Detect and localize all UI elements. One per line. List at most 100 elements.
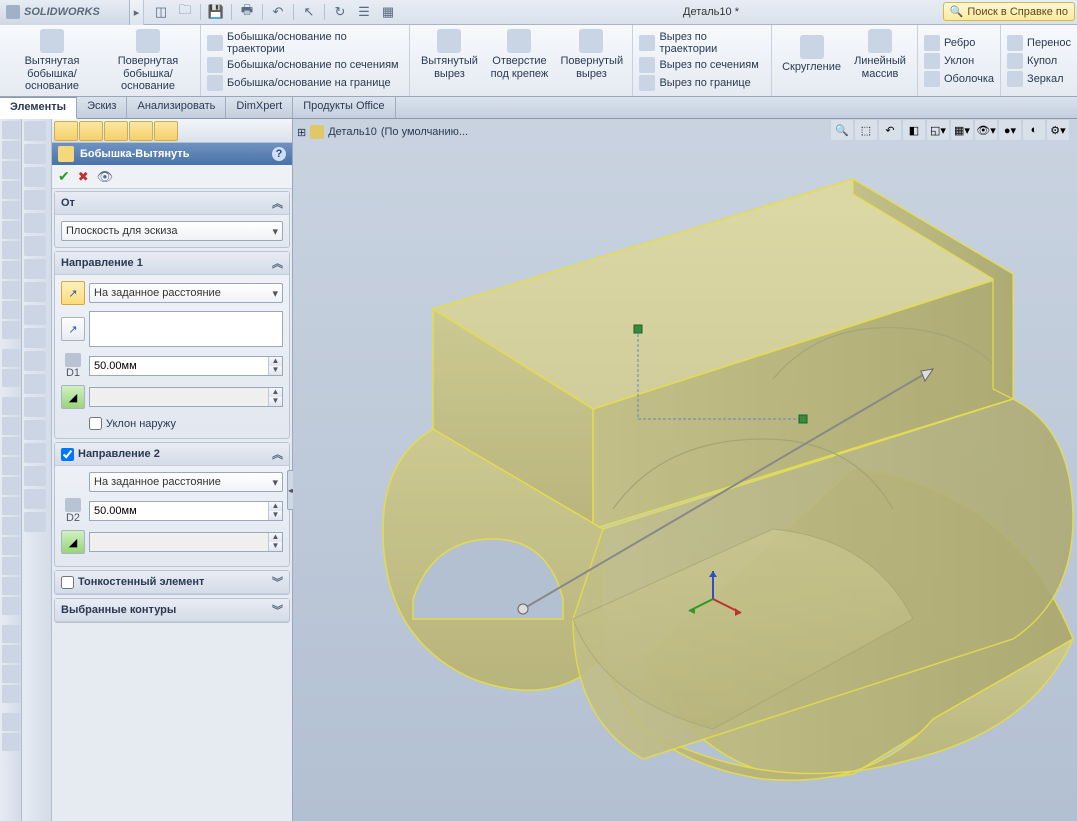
zoom-fit-icon[interactable]: 🔍 (831, 120, 853, 140)
section-dir2-header[interactable]: Направление 2 ︽ (55, 443, 289, 466)
draft-outward-checkbox[interactable]: Уклон наружу (89, 415, 283, 432)
lt2-btn[interactable] (24, 397, 46, 417)
zoom-area-icon[interactable]: ⬚ (855, 120, 877, 140)
boundary-cut-button[interactable]: Вырез по границе (637, 74, 767, 92)
shell-button[interactable]: Оболочка (922, 70, 996, 88)
lt1-btn[interactable] (2, 181, 20, 199)
fillet-button[interactable]: Скругление (776, 27, 847, 82)
lt1-btn[interactable] (2, 437, 20, 455)
panel-tab-feature-icon[interactable] (54, 121, 78, 141)
section-view-icon[interactable]: ◧ (903, 120, 925, 140)
app-menu-dropdown[interactable]: ▸ (130, 0, 144, 25)
lt1-btn[interactable] (2, 161, 20, 179)
dir2-distance-value[interactable] (90, 505, 268, 517)
ok-button[interactable]: ✔ (58, 168, 70, 185)
lt1-btn[interactable] (2, 517, 20, 535)
qat-print-icon[interactable]: 🖶 (236, 2, 258, 22)
help-search[interactable]: 🔍 Поиск в Справке по (943, 2, 1075, 21)
direction-vector-button[interactable]: ↗ (61, 317, 85, 341)
lt1-btn[interactable] (2, 665, 20, 683)
section-contours-header[interactable]: Выбранные контуры ︾ (55, 599, 289, 622)
lt2-btn[interactable] (24, 512, 46, 532)
qat-new-icon[interactable]: ◫ (150, 2, 172, 22)
revolve-boss-button[interactable]: Повернутая бобышка/основание (100, 27, 196, 95)
dir1-distance-input[interactable]: ▲▼ (89, 356, 283, 376)
graphics-viewport[interactable]: ⊞ Деталь10 (По умолчанию... 🔍 ⬚ ↶ ◧ ◱▾ ▦… (293, 119, 1077, 821)
qat-save-icon[interactable]: 💾 (205, 2, 227, 22)
cancel-button[interactable]: ✖ (78, 169, 89, 185)
lt2-btn[interactable] (24, 121, 46, 141)
lt2-btn[interactable] (24, 443, 46, 463)
lt1-btn[interactable] (2, 261, 20, 279)
mirror-button[interactable]: Зеркал (1005, 70, 1073, 88)
boundary-boss-button[interactable]: Бобышка/основание на границе (205, 74, 405, 92)
tab-features[interactable]: Элементы (0, 97, 77, 119)
lt1-btn[interactable] (2, 497, 20, 515)
section-from-header[interactable]: От ︽ (55, 192, 289, 215)
lt2-btn[interactable] (24, 351, 46, 371)
lt2-btn[interactable] (24, 167, 46, 187)
lt1-btn[interactable] (2, 713, 20, 731)
revolve-cut-button[interactable]: Повернутый вырез (554, 27, 628, 82)
from-mode-dropdown[interactable]: Плоскость для эскиза▾ (61, 221, 283, 241)
qat-tile-icon[interactable]: ▦ (377, 2, 399, 22)
lt2-btn[interactable] (24, 374, 46, 394)
lt1-btn[interactable] (2, 625, 20, 643)
tab-dimxpert[interactable]: DimXpert (226, 97, 293, 118)
view-settings-icon[interactable]: ⚙▾ (1047, 120, 1069, 140)
display-style-icon[interactable]: ▦▾ (951, 120, 973, 140)
lt2-btn[interactable] (24, 144, 46, 164)
previous-view-icon[interactable]: ↶ (879, 120, 901, 140)
loft-boss-button[interactable]: Бобышка/основание по сечениям (205, 56, 405, 74)
lt1-btn[interactable] (2, 457, 20, 475)
qat-open-icon[interactable]: 🗀 (174, 2, 196, 22)
lt1-btn[interactable] (2, 577, 20, 595)
tab-sketch[interactable]: Эскиз (77, 97, 127, 118)
lt1-btn[interactable] (2, 557, 20, 575)
lt2-btn[interactable] (24, 420, 46, 440)
tab-evaluate[interactable]: Анализировать (127, 97, 226, 118)
spin-down[interactable]: ▼ (269, 511, 282, 520)
lt2-btn[interactable] (24, 305, 46, 325)
panel-tab-display-icon[interactable] (154, 121, 178, 141)
sweep-boss-button[interactable]: Бобышка/основание по траектории (205, 30, 405, 56)
linear-pattern-button[interactable]: Линейный массив (847, 27, 913, 82)
spin-down[interactable]: ▼ (269, 397, 282, 406)
thin-enable-checkbox[interactable] (61, 576, 74, 589)
panel-tab-dimxpert-icon[interactable] (129, 121, 153, 141)
lt2-btn[interactable] (24, 190, 46, 210)
section-thin-header[interactable]: Тонкостенный элемент ︾ (55, 571, 289, 594)
lt1-btn[interactable] (2, 321, 20, 339)
panel-tab-config-icon[interactable] (104, 121, 128, 141)
lt1-btn[interactable] (2, 121, 20, 139)
sweep-cut-button[interactable]: Вырез по траектории (637, 30, 767, 56)
lt1-btn[interactable] (2, 477, 20, 495)
loft-cut-button[interactable]: Вырез по сечениям (637, 56, 767, 74)
panel-help-icon[interactable]: ? (272, 147, 286, 161)
extrude-boss-button[interactable]: Вытянутая бобышка/основание (4, 27, 100, 95)
dir2-draft-value[interactable] (90, 536, 268, 548)
flyout-feature-tree[interactable]: ⊞ Деталь10 (По умолчанию... (297, 125, 468, 139)
panel-tab-property-icon[interactable] (79, 121, 103, 141)
lt2-btn[interactable] (24, 328, 46, 348)
lt1-btn[interactable] (2, 369, 20, 387)
hole-wizard-button[interactable]: Отверстие под крепеж (484, 27, 554, 82)
lt2-btn[interactable] (24, 282, 46, 302)
draft-button[interactable]: ◢ (61, 385, 85, 409)
qat-rebuild-icon[interactable]: ↻ (329, 2, 351, 22)
dir2-distance-input[interactable]: ▲▼ (89, 501, 283, 521)
spin-down[interactable]: ▼ (269, 542, 282, 551)
lt1-btn[interactable] (2, 645, 20, 663)
view-orientation-icon[interactable]: ◱▾ (927, 120, 949, 140)
dir1-distance-value[interactable] (90, 360, 268, 372)
lt1-btn[interactable] (2, 733, 20, 751)
spin-down[interactable]: ▼ (269, 366, 282, 375)
lt1-btn[interactable] (2, 397, 20, 415)
lt1-btn[interactable] (2, 141, 20, 159)
lt1-btn[interactable] (2, 537, 20, 555)
draft2-button[interactable]: ◢ (61, 530, 85, 554)
qat-options-icon[interactable]: ☰ (353, 2, 375, 22)
lt1-btn[interactable] (2, 301, 20, 319)
extrude-cut-button[interactable]: Вытянутый вырез (414, 27, 484, 82)
dir1-mode-dropdown[interactable]: На заданное расстояние▾ (89, 283, 283, 303)
